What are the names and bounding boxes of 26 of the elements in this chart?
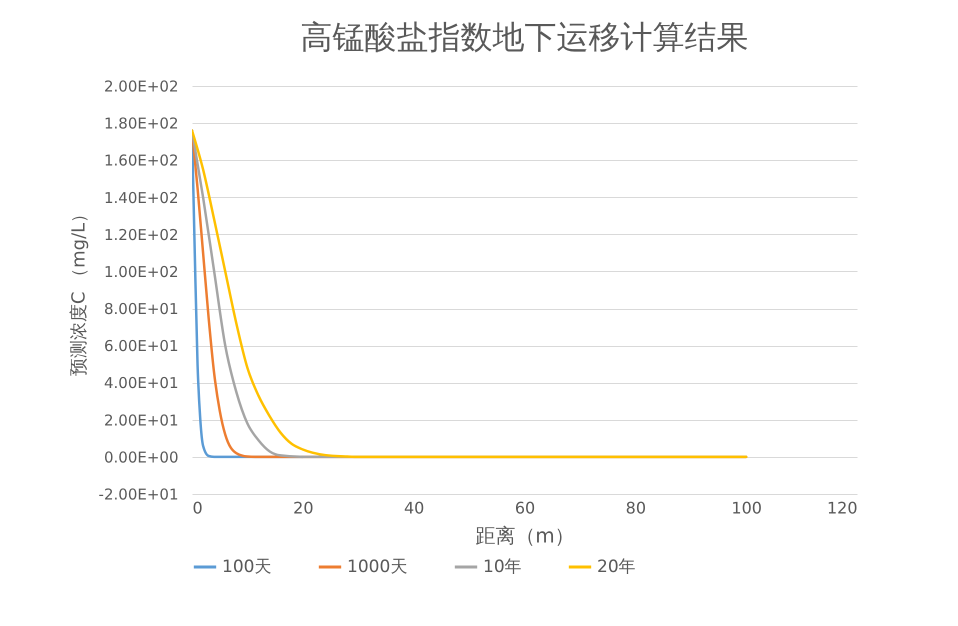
y-tick-label: 1.20E+02 [104, 226, 178, 244]
x-tick-label: 40 [404, 498, 424, 518]
y-tick-label: 2.00E+02 [104, 78, 178, 96]
x-tick-label: 0 [192, 498, 203, 518]
y-tick-label: 6.00E+01 [104, 337, 178, 356]
chart-title: 高锰酸盐指数地下运移计算结果 [300, 18, 748, 56]
y-tick-label: 1.80E+02 [104, 114, 178, 133]
y-tick-label: 2.00E+01 [104, 411, 178, 430]
legend-label: 1000天 [347, 557, 408, 577]
y-tick-label: 8.00E+01 [104, 300, 178, 318]
x-tick-label: 60 [514, 498, 536, 518]
y-tick-label: 4.00E+01 [104, 374, 178, 392]
legend-label: 10年 [483, 557, 522, 577]
y-axis-title: 预测浓度C （mg/L） [68, 204, 90, 376]
x-tick-label: 20 [293, 498, 314, 518]
x-tick-label: 100 [731, 498, 762, 518]
y-tick-label: 1.40E+02 [104, 188, 178, 207]
y-tick-label: 1.60E+02 [104, 152, 178, 170]
x-tick-label: 120 [826, 498, 858, 518]
y-tick-label: -2.00E+01 [98, 486, 178, 504]
legend-label: 100天 [222, 557, 272, 577]
x-tick-label: 80 [626, 498, 646, 518]
y-tick-label: 1.00E+02 [104, 262, 178, 281]
y-tick-label: 0.00E+00 [104, 448, 178, 466]
x-axis-title: 距离（m） [475, 524, 575, 548]
legend-label: 20年 [597, 557, 636, 577]
